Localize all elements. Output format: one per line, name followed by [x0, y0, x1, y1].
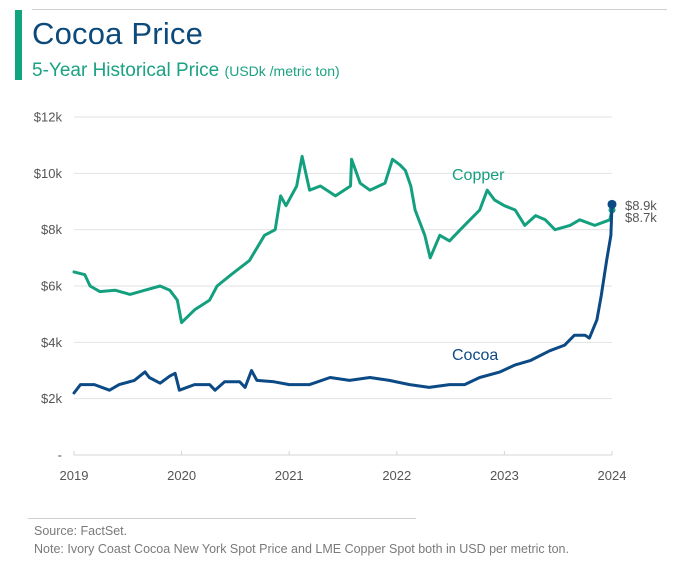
- footnote: Note: Ivory Coast Cocoa New York Spot Pr…: [34, 542, 569, 556]
- series-lines: [72, 154, 617, 395]
- y-tick-label: -: [58, 448, 62, 463]
- footer-divider: [28, 518, 416, 519]
- y-tick-label: $8k: [41, 222, 62, 237]
- cocoa-end-value-label: $8.9k: [625, 198, 657, 213]
- y-tick-label: $6k: [41, 279, 62, 294]
- cocoa-line: [72, 202, 614, 395]
- line-chart: -$2k$4k$6k$8k$10k$12k 2019 2020 2021 2022 20…: [34, 110, 658, 484]
- gridlines: [74, 116, 612, 400]
- y-tick-label: $2k: [41, 391, 62, 406]
- chart-title: Cocoa Price: [32, 16, 204, 51]
- copper-series-label: Copper: [452, 167, 505, 184]
- subtitle-unit: (USDk /metric ton): [224, 63, 340, 79]
- x-axis: 2019 2020 2021 2022 2023 2024: [60, 451, 627, 483]
- y-tick-label: $12k: [34, 110, 63, 125]
- title-accent-bar: [15, 10, 22, 80]
- x-tick-label: 2024: [598, 468, 627, 483]
- subtitle-text: 5-Year Historical Price: [32, 60, 220, 81]
- y-tick-label: $10k: [34, 166, 63, 181]
- x-tick-label: 2020: [167, 468, 196, 483]
- cocoa-series-label: Cocoa: [452, 347, 498, 364]
- copper-end-value-label: $8.7k: [625, 210, 657, 225]
- chart-subtitle: 5-Year Historical Price (USDk /metric to…: [32, 59, 340, 83]
- cocoa-end-marker: [607, 199, 617, 209]
- x-tick-label: 2022: [382, 468, 411, 483]
- top-divider: [32, 9, 667, 10]
- copper-line: [72, 154, 614, 325]
- x-tick-label: 2021: [275, 468, 304, 483]
- x-tick-label: 2019: [60, 468, 89, 483]
- y-tick-label: $4k: [41, 335, 62, 350]
- x-tick-label: 2023: [490, 468, 519, 483]
- source-note: Source: FactSet.: [34, 524, 128, 538]
- y-axis-labels: - $2k $4k $6k $8k $10k $12k: [34, 110, 63, 463]
